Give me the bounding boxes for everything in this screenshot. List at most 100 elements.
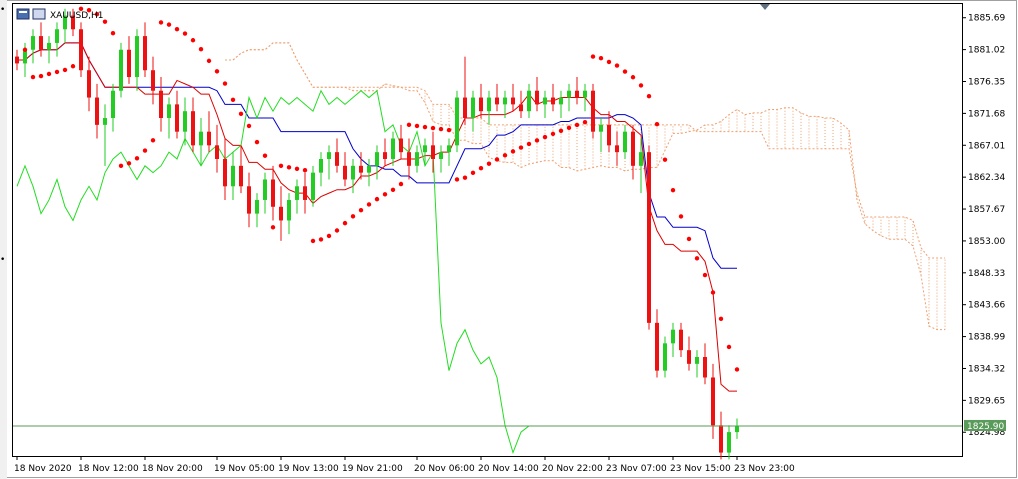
sar-dot-53 <box>438 126 444 132</box>
candle-body-87 <box>711 377 715 426</box>
candle-body-6 <box>63 15 67 30</box>
sar-dot-17 <box>150 138 156 143</box>
candle-body-18 <box>159 90 163 119</box>
candle-body-49 <box>407 152 411 166</box>
y-tick-label-12: 1829.65 <box>968 396 1005 406</box>
sar-dot-56 <box>462 175 468 180</box>
sar-dot-73 <box>598 56 604 61</box>
candle-body-48 <box>399 138 403 153</box>
sar-dot-19 <box>166 22 172 27</box>
candle-body-51 <box>423 145 427 153</box>
sar-dot-36 <box>302 168 308 173</box>
shift-marker-icon[interactable] <box>760 4 770 10</box>
candle-body-23 <box>199 131 203 146</box>
candle-body-29 <box>247 186 251 214</box>
sar-dot-8 <box>78 6 84 11</box>
sar-dot-84 <box>686 236 692 242</box>
candle-body-21 <box>183 111 187 132</box>
sar-dot-40 <box>334 228 340 233</box>
sar-dot-89 <box>726 344 732 350</box>
candle-body-73 <box>599 124 603 132</box>
candle-body-42 <box>351 165 355 180</box>
y-tick-label-5: 1862.34 <box>968 173 1005 183</box>
candle-body-61 <box>503 97 507 105</box>
candle-body-88 <box>719 425 723 453</box>
sar-dot-13 <box>118 163 124 169</box>
candle-body-78 <box>639 152 643 166</box>
candle-body-84 <box>687 350 691 364</box>
sar-dot-12 <box>110 30 116 36</box>
candle-body-54 <box>447 145 451 153</box>
sar-dot-21 <box>182 31 188 36</box>
sar-dot-77 <box>630 75 636 80</box>
y-tick-label-3: 1871.68 <box>968 109 1005 119</box>
candle-body-65 <box>535 90 539 105</box>
sar-dot-74 <box>606 59 612 65</box>
candle-body-44 <box>367 165 371 173</box>
symbol-icon <box>32 8 46 20</box>
sar-dot-26 <box>222 81 228 86</box>
candle-body-41 <box>343 165 347 180</box>
sar-dot-58 <box>478 166 484 171</box>
x-tick-label-1: 18 Nov 12:00 <box>78 464 139 474</box>
candle-body-74 <box>607 124 611 146</box>
candle-body-31 <box>263 179 267 200</box>
sar-dot-48 <box>398 181 404 187</box>
y-tick-label-2: 1876.35 <box>968 77 1005 87</box>
candlesticks <box>15 8 739 460</box>
sar-dot-71 <box>582 120 588 125</box>
sar-dot-11 <box>102 19 108 24</box>
candle-body-85 <box>695 356 699 364</box>
sar-dot-28 <box>238 111 244 117</box>
candle-body-69 <box>567 90 571 98</box>
sar-dot-10 <box>94 11 100 17</box>
y-axis: 1885.69 1881.02 1876.35 1871.68 1867.01 1862.… <box>962 14 1006 438</box>
candle-body-24 <box>207 131 211 146</box>
sar-dot-18 <box>158 20 164 25</box>
candle-body-30 <box>255 199 259 214</box>
sar-dot-31 <box>262 153 268 158</box>
candle-body-2 <box>31 36 35 50</box>
sar-dot-44 <box>366 202 372 207</box>
candle-body-82 <box>671 329 675 344</box>
candle-body-5 <box>55 29 59 43</box>
left-edge-mark-top: • <box>0 5 5 15</box>
sar-dot-59 <box>486 161 492 166</box>
x-tick-label-3: 19 Nov 05:00 <box>214 464 275 474</box>
chikou-span-line <box>16 89 530 455</box>
sar-dot-24 <box>206 58 212 64</box>
candle-body-62 <box>511 97 515 105</box>
candle-body-33 <box>279 206 283 221</box>
candle-body-81 <box>663 343 667 371</box>
sar-dot-39 <box>326 233 332 239</box>
y-tick-label-4: 1867.01 <box>968 141 1005 151</box>
candle-body-46 <box>383 152 387 159</box>
sar-dot-69 <box>566 125 572 131</box>
x-tick-label-10: 23 Nov 15:00 <box>670 464 731 474</box>
candle-body-9 <box>87 70 91 98</box>
sar-dot-6 <box>62 67 68 73</box>
candle-body-66 <box>543 97 547 105</box>
sar-dot-87 <box>710 290 716 295</box>
candle-body-26 <box>223 158 227 187</box>
sar-dot-34 <box>286 165 292 170</box>
x-tick-label-8: 20 Nov 22:00 <box>542 464 603 474</box>
candle-body-17 <box>151 70 155 91</box>
sar-dot-27 <box>230 97 236 103</box>
candle-body-80 <box>655 322 659 371</box>
current-price-tag <box>964 419 1006 431</box>
sar-dot-88 <box>718 316 724 322</box>
sar-dot-23 <box>198 47 204 52</box>
symbol-timeframe-label: XAUUSD,H1 <box>50 11 104 21</box>
candle-body-37 <box>311 172 315 200</box>
candle-body-40 <box>335 152 339 166</box>
sar-dot-54 <box>446 127 452 133</box>
sar-dot-80 <box>654 122 660 127</box>
candle-body-79 <box>647 152 651 323</box>
candle-body-83 <box>679 329 683 351</box>
candle-body-45 <box>375 152 379 166</box>
sar-dot-68 <box>558 128 564 133</box>
x-tick-label-6: 20 Nov 06:00 <box>414 464 475 474</box>
candle-body-57 <box>471 97 475 119</box>
